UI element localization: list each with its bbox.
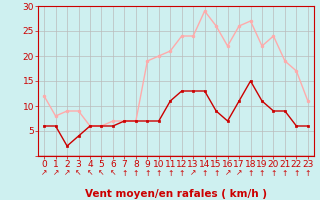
Text: ↑: ↑	[305, 168, 311, 178]
Text: ↗: ↗	[224, 168, 231, 178]
Text: ↑: ↑	[202, 168, 208, 178]
Text: ↑: ↑	[259, 168, 265, 178]
Text: ↑: ↑	[213, 168, 219, 178]
Text: ↖: ↖	[87, 168, 93, 178]
Text: ↑: ↑	[270, 168, 277, 178]
Text: ↑: ↑	[167, 168, 173, 178]
Text: ↑: ↑	[179, 168, 185, 178]
Text: ↗: ↗	[41, 168, 47, 178]
Text: ↑: ↑	[133, 168, 139, 178]
Text: ↖: ↖	[98, 168, 105, 178]
Text: ↗: ↗	[52, 168, 59, 178]
Text: ↑: ↑	[156, 168, 162, 178]
Text: ↖: ↖	[110, 168, 116, 178]
Text: ↑: ↑	[293, 168, 300, 178]
Text: ↖: ↖	[75, 168, 82, 178]
Text: ↑: ↑	[247, 168, 254, 178]
Text: ↗: ↗	[64, 168, 70, 178]
Text: ↑: ↑	[144, 168, 150, 178]
Text: ↗: ↗	[236, 168, 242, 178]
Text: ↑: ↑	[121, 168, 128, 178]
X-axis label: Vent moyen/en rafales ( km/h ): Vent moyen/en rafales ( km/h )	[85, 189, 267, 199]
Text: ↗: ↗	[190, 168, 196, 178]
Text: ↑: ↑	[282, 168, 288, 178]
